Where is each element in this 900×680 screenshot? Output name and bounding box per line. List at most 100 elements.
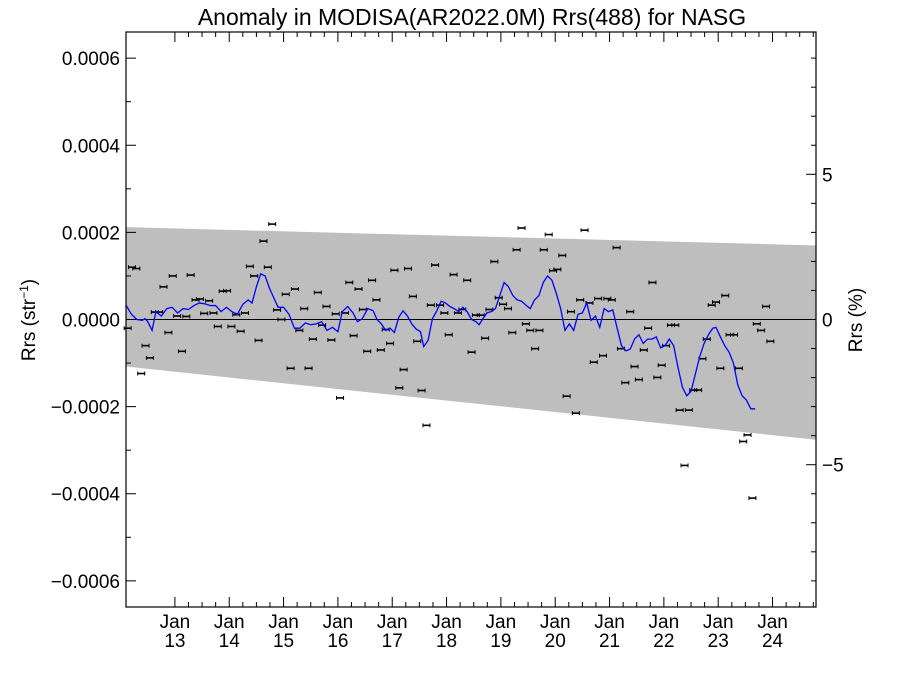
right-y-axis-title: Rrs (%) [846,288,867,352]
data-point [431,263,440,268]
data-point [639,347,648,352]
data-point [580,228,589,233]
data-point [250,273,259,278]
y2-tick-label: 5 [822,165,833,186]
data-point [562,394,571,399]
x-tick-year-label: 13 [164,631,185,652]
data-point [684,408,693,413]
data-point [748,496,757,501]
data-point [273,307,282,312]
data-point [712,300,721,305]
data-point [164,330,173,335]
data-point [345,280,354,285]
data-point [680,463,689,468]
data-point [707,303,716,308]
data-point [137,371,146,376]
data-point [132,266,141,271]
data-point [762,304,771,309]
data-point [721,293,730,298]
data-point [195,297,204,302]
x-tick-year-label: 19 [490,631,511,652]
x-tick-month-label: Jan [377,612,408,633]
smoothed-series-line [125,272,756,410]
data-point [653,375,662,380]
data-point [259,239,268,244]
data-point [449,272,458,277]
data-point [295,328,304,333]
y2-tick-label: −5 [822,456,844,477]
data-point [739,439,748,444]
data-point [694,388,703,393]
data-point [327,337,336,342]
data-point [408,294,417,299]
data-point [729,332,738,337]
data-point [634,377,643,382]
data-point [490,259,499,264]
data-point [123,326,132,331]
data-point [236,329,245,334]
data-point [286,366,295,371]
data-point [535,328,544,333]
data-point [349,333,358,338]
data-point [716,366,725,371]
climatology-band [126,227,816,440]
right-y-axis: 5 0 −5 [806,57,844,582]
data-point [200,311,209,316]
data-point [368,278,377,283]
chart-title: Anomaly in MODISA(AR2022.0M) Rrs(488) fo… [198,4,746,30]
x-tick-year-label: 21 [599,631,620,652]
data-point [499,302,508,307]
data-point [213,324,222,329]
data-point [503,306,512,311]
x-tick-month-label: Jan [703,612,734,633]
data-point [648,280,657,285]
data-point [621,380,630,385]
data-point [145,355,154,360]
data-point [467,350,476,355]
data-point [205,298,214,303]
x-tick-year-label: 16 [327,631,348,652]
data-point [354,287,363,292]
x-tick-year-label: 14 [219,631,241,652]
data-point [743,432,752,437]
data-point [440,310,449,315]
data-point [413,339,422,344]
data-point [594,296,603,301]
data-point [463,278,472,283]
data-point [336,395,345,400]
y-tick-label: 0.0000 [62,311,120,332]
data-point [390,268,399,273]
data-point [227,324,236,329]
data-point [141,343,150,348]
data-point [277,317,286,322]
left-y-axis-title-superscript: −1 [17,285,31,299]
y-tick-label: 0.0004 [62,136,121,157]
data-point [403,266,412,271]
data-point [453,310,462,315]
data-point [444,332,453,337]
x-tick-year-label: 17 [382,631,403,652]
x-tick-month-label: Jan [431,612,462,633]
data-point [186,273,195,278]
data-point [159,284,168,289]
x-tick-month-label: Jan [649,612,680,633]
data-point [376,347,385,352]
data-point [544,232,553,237]
data-point [308,337,317,342]
data-point [173,314,182,319]
data-point [372,297,381,302]
data-point [607,297,616,302]
data-point [512,247,521,252]
data-point [254,338,263,343]
data-point [576,297,585,302]
x-axis: Jan13Jan14Jan15Jan16Jan17Jan18Jan19Jan20… [160,32,814,652]
data-point [313,290,322,295]
data-point [168,273,177,278]
data-point [521,321,530,326]
data-point [571,411,580,416]
data-point [675,408,684,413]
data-point [245,264,254,269]
data-point [766,339,775,344]
data-point [539,247,548,252]
